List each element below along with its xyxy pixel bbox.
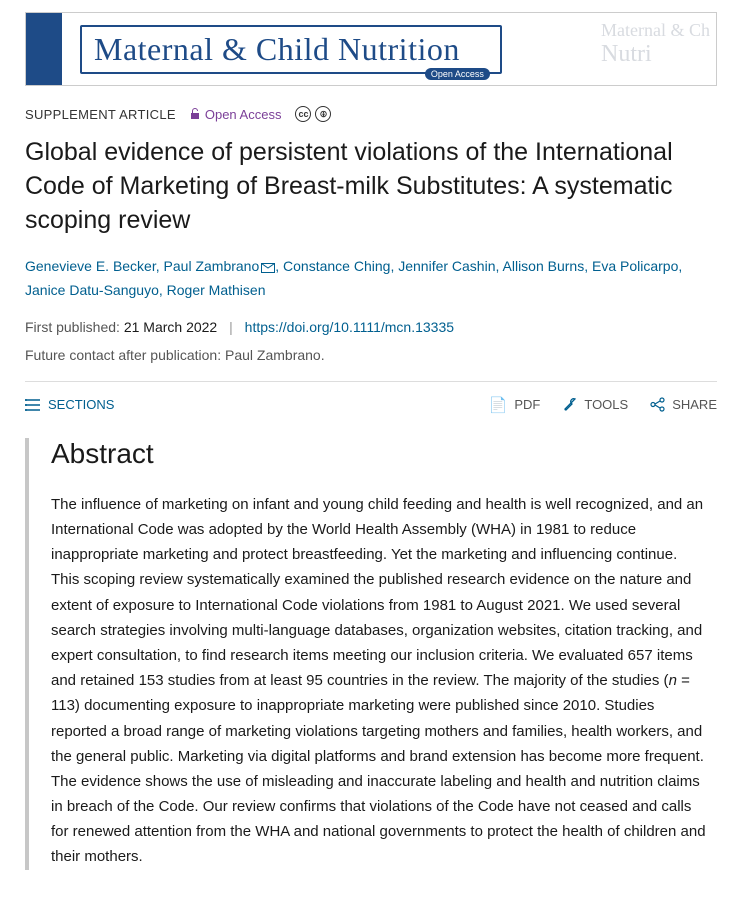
abstract-heading: Abstract [51, 438, 709, 470]
pdf-icon: 📄 [489, 396, 508, 414]
sections-label: SECTIONS [48, 397, 114, 412]
cc-icon: cc [295, 106, 311, 122]
author-list: Genevieve E. Becker, Paul Zambrano, Cons… [25, 255, 717, 303]
share-label: SHARE [672, 397, 717, 412]
first-published-date: 21 March 2022 [124, 319, 217, 335]
doi-link[interactable]: https://doi.org/10.1111/mcn.13335 [245, 319, 454, 335]
article-meta-row: SUPPLEMENT ARTICLE Open Access cc 🅯 [25, 106, 717, 122]
author-link[interactable]: Eva Policarpo [592, 258, 678, 274]
wrench-icon [562, 397, 577, 412]
by-icon: 🅯 [315, 106, 331, 122]
open-access-badge: Open Access [425, 68, 490, 80]
abstract-accent-bar [25, 438, 29, 870]
author-link[interactable]: Jennifer Cashin [398, 258, 495, 274]
share-icon [650, 397, 665, 412]
contact-note: Future contact after publication: Paul Z… [25, 347, 717, 363]
unlock-icon [190, 108, 200, 120]
share-button[interactable]: SHARE [650, 396, 717, 414]
mail-icon [261, 263, 275, 273]
journal-banner: Maternal & Child Nutrition Open Access M… [25, 12, 717, 86]
banner-ghost-text: Maternal & Ch Nutri [601, 21, 710, 67]
article-title: Global evidence of persistent violations… [25, 136, 717, 237]
publication-info: First published: 21 March 2022 | https:/… [25, 319, 717, 335]
article-toolbar: SECTIONS 📄 PDF TOOLS SHARE [25, 382, 717, 434]
tools-label: TOOLS [584, 397, 628, 412]
journal-name: Maternal & Child Nutrition [94, 31, 460, 67]
pdf-button[interactable]: 📄 PDF [489, 396, 541, 414]
first-published-label: First published: [25, 319, 120, 335]
license-icons: cc 🅯 [295, 106, 331, 122]
author-link[interactable]: Constance Ching [283, 258, 390, 274]
author-link[interactable]: Roger Mathisen [167, 282, 266, 298]
sections-icon [25, 399, 40, 411]
tools-button[interactable]: TOOLS [562, 396, 628, 414]
author-link[interactable]: Allison Burns [503, 258, 585, 274]
author-link[interactable]: Paul Zambrano [164, 258, 260, 274]
banner-accent-bar [26, 13, 62, 85]
abstract-text: The influence of marketing on infant and… [51, 492, 709, 870]
abstract-section: Abstract The influence of marketing on i… [25, 438, 717, 870]
sections-button[interactable]: SECTIONS [25, 397, 114, 412]
journal-title-box: Maternal & Child Nutrition Open Access [80, 25, 502, 74]
author-link[interactable]: Janice Datu-Sanguyo [25, 282, 159, 298]
pdf-label: PDF [514, 397, 540, 412]
open-access-label: Open Access [190, 107, 282, 122]
author-link[interactable]: Genevieve E. Becker [25, 258, 156, 274]
article-type: SUPPLEMENT ARTICLE [25, 107, 176, 122]
